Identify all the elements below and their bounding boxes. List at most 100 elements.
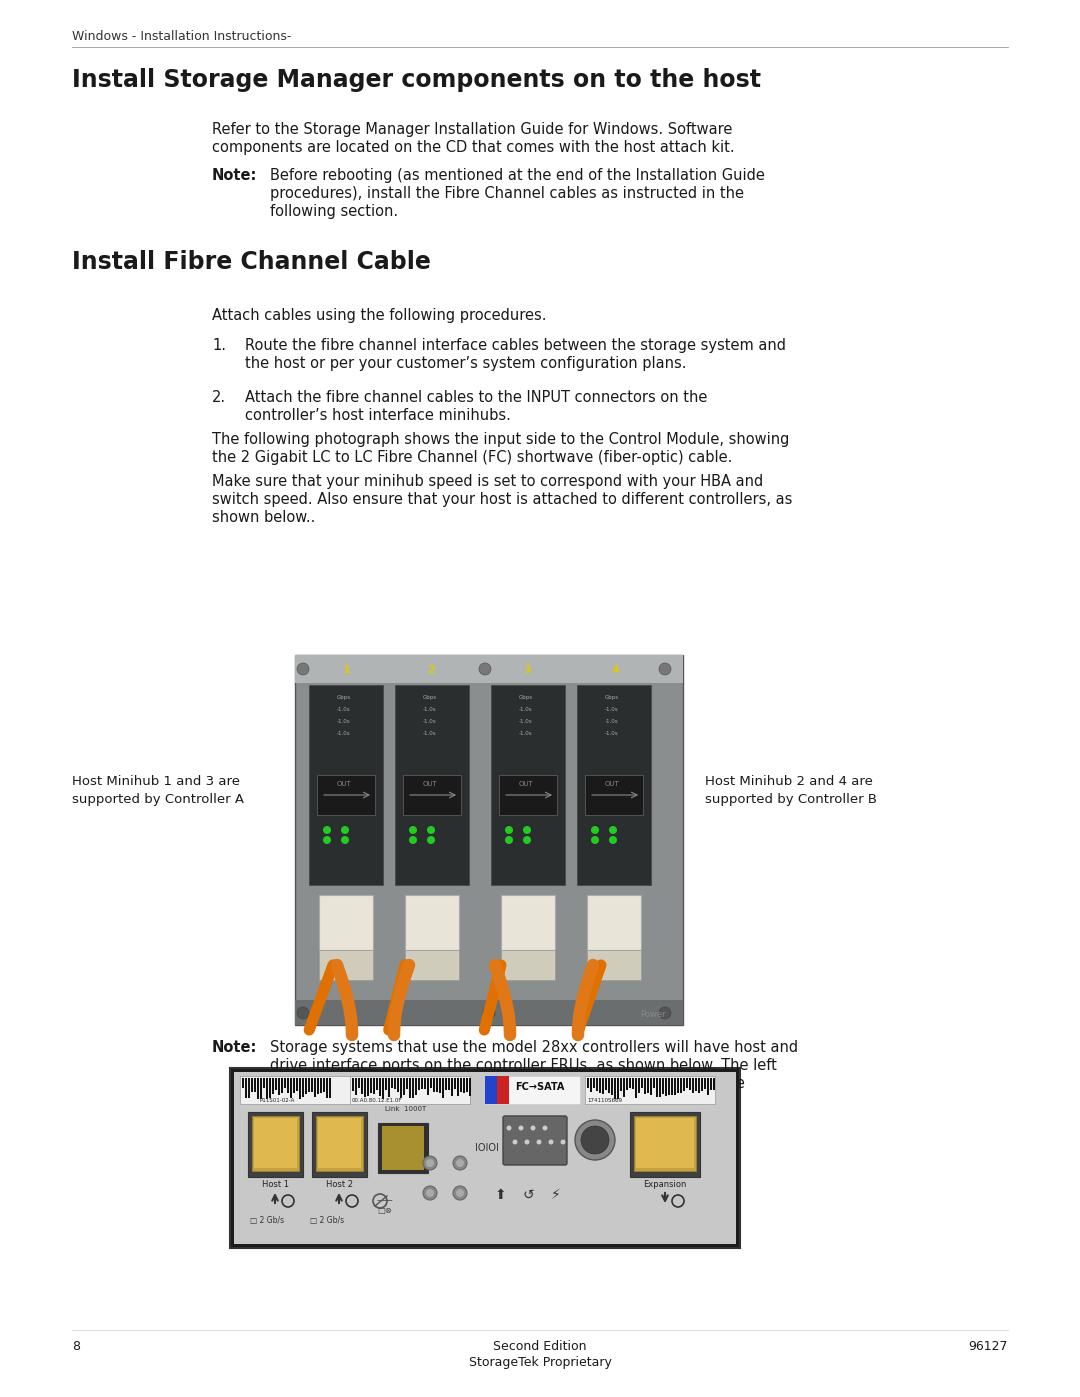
Bar [281, 1078, 283, 1090]
Bar [378, 1123, 428, 1173]
Text: the host or per your customer’s system configuration plans.: the host or per your customer’s system c… [245, 356, 687, 372]
Bar [418, 1078, 419, 1095]
Text: □ 2 Gb/s: □ 2 Gb/s [249, 1215, 284, 1225]
Bar [588, 950, 642, 981]
Bar [629, 1078, 631, 1090]
Text: 2.: 2. [212, 390, 226, 405]
Text: -1.0s: -1.0s [605, 731, 619, 736]
Bar [710, 1078, 712, 1094]
Text: drive interface ports on the controller FRUs, as shown below. The left: drive interface ports on the controller … [270, 1058, 777, 1073]
Bar [608, 1078, 609, 1090]
Circle shape [341, 835, 349, 844]
Text: Note:: Note: [212, 168, 257, 183]
Text: Make sure that your minihub speed is set to correspond with your HBA and: Make sure that your minihub speed is set… [212, 474, 764, 489]
Circle shape [297, 664, 309, 675]
Bar [701, 1078, 702, 1095]
Text: □ 2 Gb/s: □ 2 Gb/s [310, 1215, 345, 1225]
Text: 96127: 96127 [969, 1340, 1008, 1354]
Text: -1.0s: -1.0s [605, 719, 619, 724]
Text: Host Minihub 1 and 3 are
supported by Controller A: Host Minihub 1 and 3 are supported by Co… [72, 775, 244, 806]
Text: -1.0s: -1.0s [519, 707, 532, 712]
Bar [314, 1078, 315, 1094]
Bar [405, 950, 459, 981]
Bar [400, 1078, 402, 1098]
Text: Before rebooting (as mentioned at the end of the Installation Guide: Before rebooting (as mentioned at the en… [270, 168, 765, 183]
Bar [275, 1078, 276, 1092]
Circle shape [609, 835, 617, 844]
Bar [501, 950, 555, 981]
Bar [364, 1078, 365, 1090]
Bar [698, 1078, 700, 1099]
Bar [320, 1078, 322, 1097]
Text: FRU is Controller A and the right FRU is Controller B. Refer to the: FRU is Controller A and the right FRU is… [270, 1076, 745, 1091]
Bar [318, 1118, 361, 1168]
Bar [305, 1078, 307, 1092]
Bar [644, 1078, 646, 1097]
Bar [382, 1078, 383, 1094]
Bar [442, 1078, 444, 1097]
Circle shape [453, 1155, 467, 1171]
Bar [415, 1078, 417, 1091]
Bar [316, 1116, 363, 1171]
Bar [650, 1078, 651, 1090]
Bar [421, 1078, 422, 1097]
Bar [642, 1078, 643, 1098]
Bar [302, 1078, 303, 1094]
Text: Gbps: Gbps [605, 694, 619, 700]
Bar [499, 775, 557, 814]
Circle shape [505, 826, 513, 834]
Bar [460, 1078, 461, 1088]
Text: following section.: following section. [270, 204, 399, 219]
Text: Host 1: Host 1 [261, 1180, 288, 1189]
Text: Storage systems that use the model 28xx controllers will have host and: Storage systems that use the model 28xx … [270, 1039, 798, 1055]
Bar [677, 1078, 678, 1097]
Bar [287, 1078, 288, 1097]
Bar [326, 1078, 327, 1097]
Bar [293, 1078, 295, 1092]
Bar [599, 1078, 600, 1094]
Bar [309, 685, 383, 886]
Bar [671, 1078, 673, 1099]
Circle shape [659, 1007, 671, 1018]
Text: Gbps: Gbps [423, 694, 437, 700]
Circle shape [483, 1007, 495, 1018]
Bar [251, 1078, 253, 1090]
Circle shape [456, 1189, 464, 1197]
Bar [308, 1078, 310, 1097]
Text: -1.0s: -1.0s [423, 707, 436, 712]
Bar [463, 1078, 464, 1092]
Text: shown below..: shown below.. [212, 510, 315, 525]
Bar [403, 1078, 405, 1088]
Bar [266, 1078, 268, 1095]
Bar [436, 1078, 437, 1092]
Bar [485, 1076, 497, 1104]
Text: Second Edition: Second Edition [494, 1340, 586, 1354]
Bar [352, 1078, 353, 1091]
Bar [391, 1078, 392, 1090]
Text: -1.0s: -1.0s [337, 707, 351, 712]
Bar [382, 1126, 424, 1171]
Bar [485, 1076, 580, 1104]
Bar [577, 685, 651, 886]
Bar [284, 1078, 285, 1088]
Circle shape [525, 1140, 529, 1144]
Text: Array Module manual for more information.: Array Module manual for more information… [270, 1094, 589, 1109]
Bar [248, 1112, 303, 1178]
Text: Refer to the Storage Manager Installation Guide for Windows. Software: Refer to the Storage Manager Installatio… [212, 122, 732, 137]
Bar [696, 1078, 697, 1088]
Bar [254, 1078, 256, 1099]
Bar [373, 1078, 375, 1097]
Bar [656, 1078, 658, 1094]
Circle shape [561, 1140, 566, 1144]
Bar [269, 1078, 270, 1097]
Text: OUT: OUT [518, 781, 534, 787]
Bar [409, 1078, 410, 1098]
Bar [433, 1078, 434, 1090]
Text: OUT: OUT [605, 781, 619, 787]
Bar [662, 1078, 663, 1092]
Bar [448, 1078, 449, 1091]
Circle shape [453, 1186, 467, 1200]
Bar [357, 1078, 360, 1095]
Bar [689, 1078, 690, 1088]
Bar [669, 1078, 670, 1094]
